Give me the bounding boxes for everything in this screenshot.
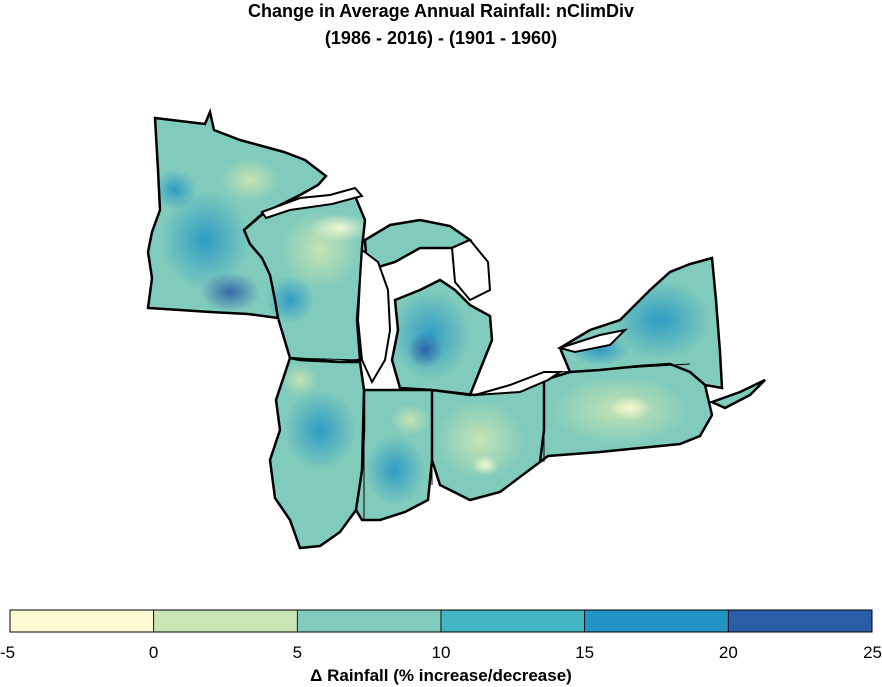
colorbar-bin-4 <box>584 609 729 633</box>
map-title-line-2: (1986 - 2016) - (1901 - 1960) <box>324 28 558 48</box>
michigan-highest-area <box>407 332 443 368</box>
indiana-high-area <box>365 435 425 505</box>
colorbar-tick-label: 0 <box>149 643 158 662</box>
colorbar-frame <box>9 609 873 633</box>
upper-peninsula-low-area <box>310 214 370 242</box>
lake-michigan <box>356 248 392 385</box>
indiana-low-area <box>390 404 430 436</box>
pennsylvania-lowest-area <box>608 396 652 420</box>
colorbar-tick-label: 25 <box>863 643 882 662</box>
minnesota-north-high-area <box>153 170 197 210</box>
colorbar-tick-label: 5 <box>293 643 302 662</box>
minnesota-low-area <box>220 158 280 202</box>
lake-ontario <box>556 328 629 354</box>
colorbar-caption: Δ Rainfall (% increase/decrease) <box>310 666 572 685</box>
minnesota-high-area <box>160 190 250 290</box>
colorbar-bin-5 <box>727 609 873 633</box>
map-title-line-1: Change in Average Annual Rainfall: nClim… <box>247 1 635 21</box>
colorbar-ticks: -5 0 5 10 15 20 25 <box>0 643 882 662</box>
colorbar-tick-label: 10 <box>432 643 451 662</box>
colorbar-swatches <box>9 609 873 633</box>
colorbar-bin-0 <box>9 609 155 633</box>
colorbar-bin-1 <box>153 609 298 633</box>
colorbar-bin-3 <box>440 609 586 633</box>
colorbar-tick-label: -5 <box>0 643 15 662</box>
lake-superior <box>260 186 364 220</box>
lake-erie <box>474 371 564 396</box>
minnesota-highest-area <box>200 272 260 312</box>
lake-huron <box>450 238 492 302</box>
illinois-low-area <box>282 364 318 396</box>
colorbar-bin-2 <box>296 609 442 633</box>
ohio-lowest-area <box>471 455 499 475</box>
illinois-high-area <box>284 390 356 470</box>
rainfall-change-map <box>146 110 767 550</box>
colorbar: -5 0 5 10 15 20 25 <box>0 609 882 662</box>
great-lakes <box>260 186 629 396</box>
ohio-low-area <box>435 400 525 480</box>
colorbar-tick-label: 15 <box>575 643 594 662</box>
colorbar-tick-label: 20 <box>719 643 738 662</box>
